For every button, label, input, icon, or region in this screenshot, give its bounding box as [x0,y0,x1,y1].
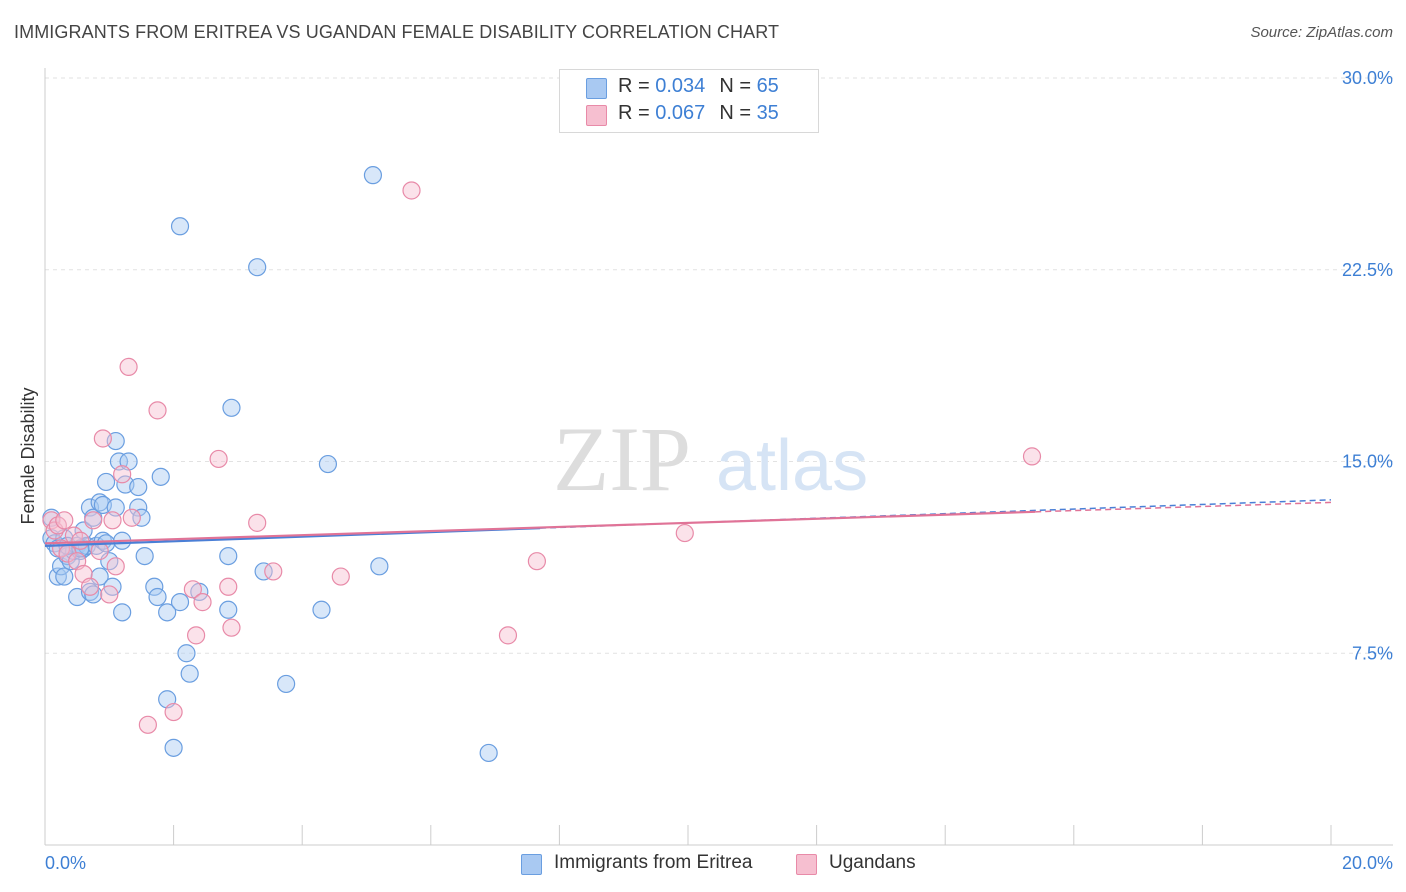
n-value: 65 [756,75,779,97]
trend-line-extension [1035,501,1332,513]
data-point [113,603,132,622]
data-point [527,552,546,571]
x-tick-label: 20.0% [1342,853,1393,873]
source-label: Source: ZipAtlas.com [1250,24,1393,41]
data-point [370,557,389,576]
data-point [248,258,267,277]
data-point [193,593,212,612]
data-point [119,357,138,377]
data-point [170,593,190,612]
data-point [312,600,331,619]
data-point [177,644,196,663]
watermark-atlas: atlas [716,426,868,506]
data-point [113,465,132,484]
data-point [71,531,90,550]
trend-line [44,510,1036,545]
data-point [187,626,206,645]
axes [44,68,1393,846]
data-point [148,587,167,607]
data-point [219,577,238,596]
data-point [180,664,199,683]
data-point [129,477,148,497]
data-point [222,618,241,637]
y-tick-label: 7.5% [1352,643,1393,663]
correlation-legend: R = 0.034 N = 65 R = 0.067 N = 35 [559,69,819,133]
n-label: N = [719,102,757,124]
data-point [100,585,119,604]
data-point [170,217,190,236]
data-point [80,577,100,596]
gridlines [45,77,1393,654]
data-point [479,743,498,763]
trend-lines [44,499,1332,547]
data-point [145,577,164,596]
data-point [55,567,74,586]
data-point [96,472,116,492]
legend-label-eritrea: Immigrants from Eritrea [554,852,753,873]
data-point [318,454,338,474]
legend-swatch-eritrea [586,78,607,99]
data-point [331,567,350,586]
r-value: 0.067 [655,102,706,124]
data-point [675,523,694,543]
data-point [164,738,183,757]
data-point [183,580,202,599]
data-point [498,626,518,645]
data-point [151,467,170,486]
data-point [219,600,238,619]
data-point [219,546,238,566]
legend-swatch-uganda [586,105,607,126]
data-point [222,398,241,417]
legend-swatch-uganda [796,854,817,875]
y-tick-label: 15.0% [1342,452,1393,472]
legend-swatch-eritrea [521,854,542,875]
data-point [1022,447,1042,466]
data-point [84,511,103,530]
n-value: 35 [756,102,779,124]
n-label: N = [719,75,757,97]
watermark-zip: ZIP [553,408,691,510]
data-point [363,166,383,185]
r-label: R = [618,102,656,124]
r-value: 0.034 [655,75,706,97]
data-point [402,181,421,200]
data-point [103,511,122,530]
y-tick-label: 22.5% [1342,260,1393,280]
data-point [122,508,141,527]
y-axis-label: Female Disability [18,387,38,524]
chart-title: IMMIGRANTS FROM ERITREA VS UGANDAN FEMAL… [14,22,780,42]
data-point [93,429,112,448]
y-tick-label: 30.0% [1342,68,1393,88]
data-point [106,557,125,576]
tick-labels: 7.5% 15.0% 22.5% 30.0% 0.0% 20.0% [45,68,1393,873]
data-point [129,498,148,517]
uganda-points [42,181,1042,734]
data-point [80,582,100,601]
data-point [158,603,177,622]
data-point [48,567,67,586]
data-point [135,546,154,566]
legend-label-uganda: Ugandans [829,852,916,873]
data-point [90,493,109,512]
data-point [55,511,74,530]
data-point [277,674,296,694]
data-point [264,562,283,581]
data-point [138,715,157,734]
watermark: ZIP atlas [553,408,868,510]
x-tick-label: 0.0% [45,853,86,873]
data-point [254,562,273,581]
data-point [164,702,183,722]
data-point [209,449,228,469]
eritrea-points [42,166,498,763]
data-point [132,508,151,527]
data-point [148,401,167,420]
r-label: R = [618,75,656,97]
data-point [248,513,267,532]
